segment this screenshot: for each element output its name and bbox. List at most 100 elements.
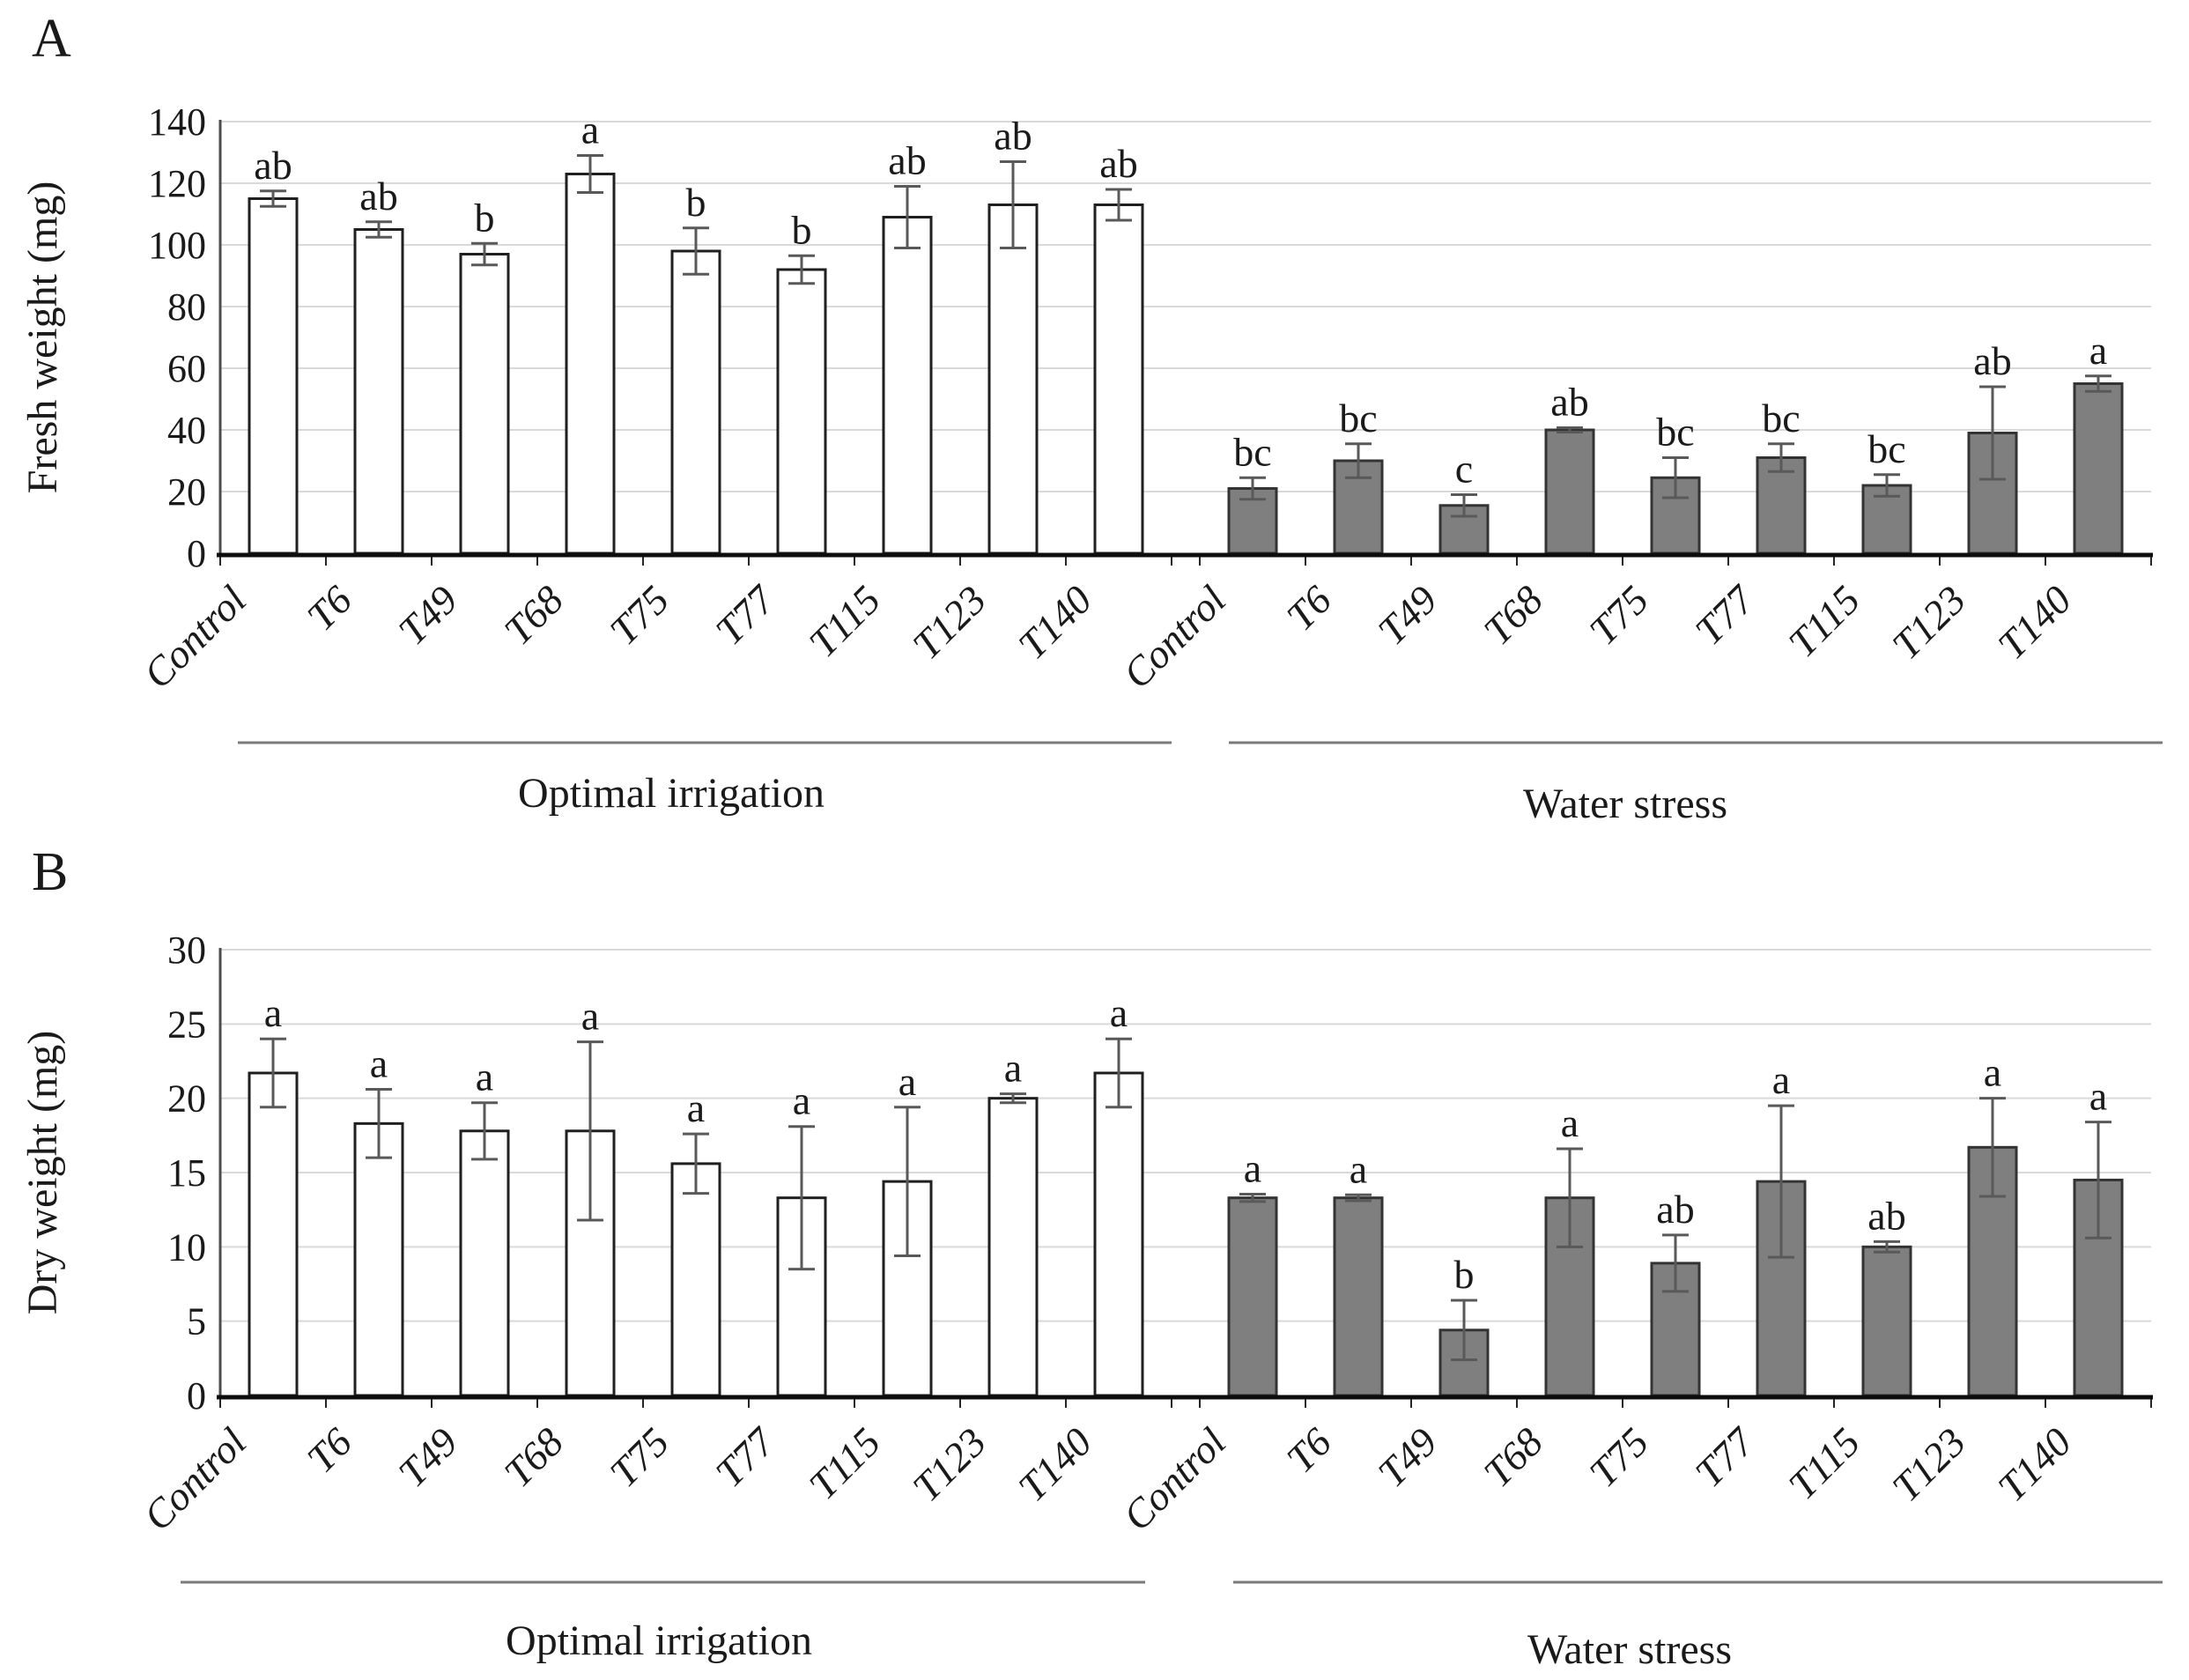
x-tick-label: Control <box>1114 577 1234 697</box>
x-tick-label: T75 <box>1580 577 1657 654</box>
group-label: Optimal irrigation <box>518 770 825 817</box>
x-tick-label: T49 <box>1369 577 1446 654</box>
group-label: Water stress <box>1527 1626 1732 1673</box>
error-bar <box>260 189 286 208</box>
error-bar <box>577 1040 603 1222</box>
x-tick-label: T68 <box>495 1419 572 1496</box>
sig-letter: ab <box>994 114 1032 159</box>
bar <box>565 173 616 555</box>
x-tick-label: Control <box>1114 1419 1234 1539</box>
sig-letter: b <box>1454 1252 1475 1297</box>
bar <box>1227 1196 1278 1397</box>
bar <box>670 249 721 555</box>
error-bar <box>683 1132 709 1195</box>
bar <box>1861 1245 1912 1397</box>
error-bar <box>1000 160 1026 249</box>
bar <box>353 1121 404 1397</box>
sig-letter: ab <box>254 143 292 188</box>
sig-letter: ab <box>359 174 397 218</box>
error-bar <box>1768 1104 1794 1259</box>
error-bar <box>1557 1147 1583 1248</box>
x-tick-label: T140 <box>1989 1419 2080 1510</box>
error-bar <box>366 1088 392 1159</box>
sig-letter: a <box>1244 1145 1261 1190</box>
y-axis-title: Fresh weight (mg) <box>19 181 66 494</box>
x-tick-label: T77 <box>706 1418 784 1496</box>
y-tick-label: 0 <box>187 532 206 575</box>
error-bar <box>894 185 921 249</box>
error-bar <box>1979 1097 2006 1198</box>
sig-letter: a <box>581 994 599 1039</box>
y-tick-label: 5 <box>187 1300 206 1343</box>
bar <box>248 197 299 555</box>
x-tick-label: T115 <box>1780 1419 1869 1508</box>
x-tick-label: T6 <box>1278 577 1340 639</box>
bar <box>1093 204 1144 555</box>
sig-letter: a <box>1772 1057 1790 1102</box>
y-tick-label: 140 <box>148 100 206 144</box>
y-tick-label: 20 <box>167 470 206 514</box>
error-bar <box>2085 1121 2111 1240</box>
error-bar <box>1106 188 1132 222</box>
sig-letter: a <box>793 1078 810 1123</box>
error-bar <box>788 1125 815 1271</box>
sig-letter: a <box>476 1055 493 1099</box>
error-bar <box>1662 1233 1689 1293</box>
bar <box>1333 1196 1384 1397</box>
bar <box>987 204 1039 555</box>
sig-letter: a <box>1350 1146 1367 1191</box>
x-tick-label: T140 <box>1009 1419 1100 1510</box>
sig-letter: bc <box>1233 429 1271 474</box>
error-bar <box>1557 426 1583 433</box>
x-tick-label: T123 <box>1883 577 1974 668</box>
x-tick-label: T49 <box>389 1419 466 1496</box>
y-tick-label: 15 <box>167 1151 206 1195</box>
y-tick-label: 100 <box>148 224 206 267</box>
y-tick-label: 10 <box>167 1225 206 1269</box>
sig-letter: ab <box>1099 141 1137 186</box>
sig-letter: ab <box>1656 1187 1694 1232</box>
x-tick-label: T75 <box>601 1419 677 1496</box>
error-bar <box>894 1106 921 1257</box>
y-tick-label: 0 <box>187 1374 206 1417</box>
error-bar <box>471 241 498 267</box>
y-tick-label: 20 <box>167 1077 206 1121</box>
error-bar <box>683 226 709 276</box>
sig-letter: a <box>264 990 282 1035</box>
error-bar <box>1979 385 2006 481</box>
bar <box>776 268 827 555</box>
x-tick-label: Control <box>135 577 255 697</box>
x-tick-label: T140 <box>1989 577 2080 668</box>
bar <box>882 216 933 555</box>
x-tick-label: T49 <box>389 577 466 654</box>
bar <box>987 1097 1039 1397</box>
sig-letter: bc <box>1339 396 1377 440</box>
y-tick-label: 120 <box>148 162 206 205</box>
x-tick-label: T77 <box>1686 576 1764 654</box>
sig-letter: b <box>475 195 495 240</box>
x-tick-label: T77 <box>1686 1418 1764 1496</box>
sig-letter: b <box>686 180 706 225</box>
bar <box>248 1071 299 1397</box>
sig-letter: bc <box>1867 426 1905 471</box>
x-tick-label: T49 <box>1369 1419 1446 1496</box>
x-tick-label: T123 <box>1883 1419 1974 1510</box>
error-bar <box>366 220 392 239</box>
bar <box>1544 428 1595 555</box>
y-tick-label: 80 <box>167 285 206 329</box>
error-bar <box>788 254 815 285</box>
sig-letter: a <box>1561 1100 1579 1145</box>
error-bar <box>1000 1092 1026 1105</box>
y-axis-title: Dry weight (mg) <box>19 1031 66 1315</box>
bar <box>2073 382 2124 555</box>
sig-letter: ab <box>1867 1193 1905 1238</box>
bar <box>1861 484 1912 555</box>
sig-letter: a <box>1984 1050 2001 1095</box>
x-tick-label: T75 <box>1580 1419 1657 1496</box>
error-bar <box>1874 473 1900 498</box>
sig-letter: b <box>792 207 812 252</box>
x-tick-label: T6 <box>299 1419 360 1481</box>
sig-letter: a <box>687 1085 705 1130</box>
error-bar <box>1106 1037 1132 1109</box>
